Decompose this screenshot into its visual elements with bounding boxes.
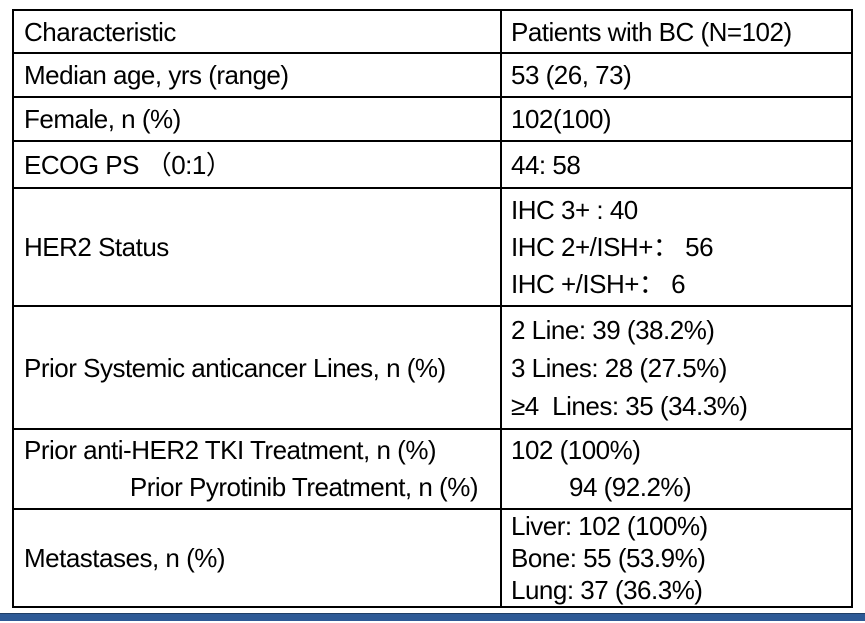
metastases-label-cell: Metastases, n (%): [14, 510, 502, 606]
cell-line: IHC 2+/ISH+： 56: [511, 231, 714, 262]
table-row-ecog: ECOG PS （0:1） 44: 58: [14, 140, 851, 187]
table-row-prior-tki: Prior anti-HER2 TKI Treatment, n (%) Pri…: [14, 428, 851, 508]
cell-line: Metastases, n (%): [24, 543, 226, 573]
cell-line: 2 Line: 39 (38.2%): [511, 314, 715, 345]
cell-line: IHC +/ISH+： 6: [511, 268, 686, 299]
median-age-label-cell: Median age, yrs (range): [14, 54, 502, 96]
cell-line: Median age, yrs (range): [24, 60, 289, 90]
header-cell-characteristic: Characteristic: [14, 11, 502, 52]
cell-line: Prior anti-HER2 TKI Treatment, n (%): [24, 435, 437, 465]
cell-line: Liver: 102 (100%): [511, 511, 708, 541]
cell-line: Bone: 55 (53.9%): [511, 543, 706, 573]
cell-line: Lung: 37 (36.3%): [511, 575, 703, 605]
header-patients-label: Patients with BC (N=102): [511, 16, 792, 47]
cell-line: 3 Lines: 28 (27.5%): [511, 352, 727, 383]
prior-tki-value-cell: 102 (100%) 94 (92.2%): [502, 430, 851, 508]
cell-line: 102 (100%): [511, 435, 641, 465]
cell-line: Female, n (%): [24, 104, 181, 134]
table-row-metastases: Metastases, n (%) Liver: 102 (100%) Bone…: [14, 508, 851, 606]
prior-lines-value-cell: 2 Line: 39 (38.2%) 3 Lines: 28 (27.5%) ≥…: [502, 307, 851, 428]
ecog-label-cell: ECOG PS （0:1）: [14, 142, 502, 187]
prior-lines-label-cell: Prior Systemic anticancer Lines, n (%): [14, 307, 502, 428]
cell-line: 44: 58: [511, 149, 581, 180]
table-row-her2-status: HER2 Status IHC 3+ : 40 IHC 2+/ISH+： 56 …: [14, 187, 851, 305]
cell-line: ECOG PS （0:1）: [24, 149, 232, 180]
cell-line: 53 (26, 73): [511, 60, 632, 90]
header-cell-patients: Patients with BC (N=102): [502, 11, 851, 52]
female-label-cell: Female, n (%): [14, 98, 502, 140]
metastases-value-cell: Liver: 102 (100%) Bone: 55 (53.9%) Lung:…: [502, 510, 851, 606]
cell-line: ≥4 Lines: 35 (34.3%): [511, 390, 748, 421]
cell-line: 94 (92.2%): [569, 472, 692, 502]
her2-label-cell: HER2 Status: [14, 189, 502, 305]
her2-value-cell: IHC 3+ : 40 IHC 2+/ISH+： 56 IHC +/ISH+： …: [502, 189, 851, 305]
table-row-median-age: Median age, yrs (range) 53 (26, 73): [14, 52, 851, 96]
table-row-female: Female, n (%) 102(100): [14, 96, 851, 140]
table-row-prior-systemic-lines: Prior Systemic anticancer Lines, n (%) 2…: [14, 305, 851, 428]
prior-tki-label-cell: Prior anti-HER2 TKI Treatment, n (%) Pri…: [14, 430, 502, 508]
table-header-row: Characteristic Patients with BC (N=102): [14, 11, 851, 52]
characteristics-table: Characteristic Patients with BC (N=102) …: [12, 9, 853, 608]
median-age-value-cell: 53 (26, 73): [502, 54, 851, 96]
cell-line: HER2 Status: [24, 231, 169, 262]
cell-line: Prior Systemic anticancer Lines, n (%): [24, 352, 446, 383]
bottom-accent-bar: [0, 613, 865, 621]
female-value-cell: 102(100): [502, 98, 851, 140]
cell-line: 102(100): [511, 104, 612, 134]
header-characteristic-label: Characteristic: [24, 16, 176, 47]
cell-line: Prior Pyrotinib Treatment, n (%): [129, 472, 479, 502]
ecog-value-cell: 44: 58: [502, 142, 851, 187]
cell-line: IHC 3+ : 40: [511, 194, 638, 225]
